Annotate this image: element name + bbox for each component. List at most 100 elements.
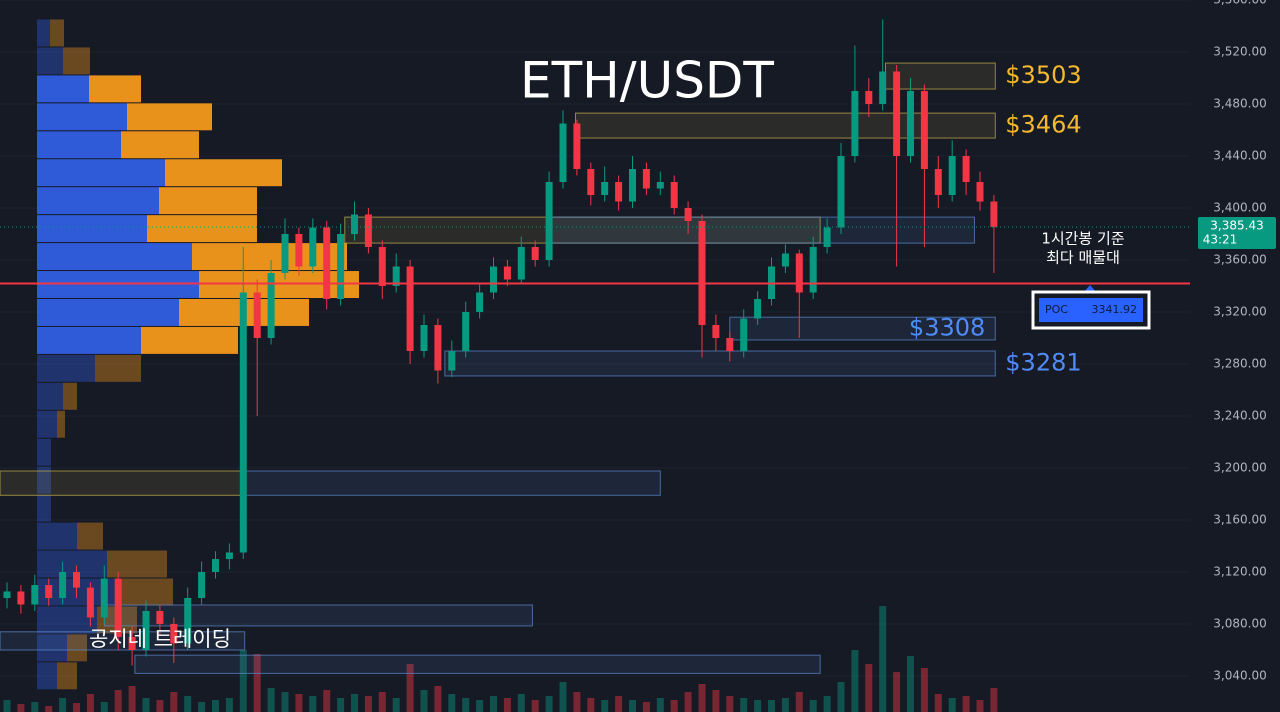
volume-bar xyxy=(31,702,39,712)
candle-body xyxy=(281,233,289,273)
profile-buy xyxy=(37,662,57,690)
volume-bar xyxy=(656,698,664,712)
profile-buy xyxy=(37,438,51,466)
volume-bar xyxy=(962,696,970,712)
candle-body xyxy=(990,201,998,227)
volume-bar xyxy=(545,696,553,712)
volume-bar xyxy=(990,688,998,712)
zone xyxy=(549,216,975,244)
y-tick-label: 3,280.00 xyxy=(1213,356,1266,370)
candle-body xyxy=(351,214,358,234)
volume-bar xyxy=(893,672,901,712)
zone xyxy=(103,604,533,627)
volume-bar xyxy=(267,688,275,712)
profile-buy xyxy=(37,550,107,578)
profile-buy xyxy=(37,522,77,550)
volume-bar xyxy=(795,692,803,712)
volume-bar xyxy=(392,698,400,712)
volume-bar xyxy=(45,706,53,712)
candle-body xyxy=(73,571,80,588)
poc-box xyxy=(1031,290,1151,330)
volume-bar xyxy=(59,698,67,712)
last-price-label: 3,385.43 xyxy=(1210,218,1263,232)
volume-bar xyxy=(295,694,303,712)
candle-body xyxy=(601,181,609,195)
y-tick-label: 3,400.00 xyxy=(1213,200,1266,214)
candle-body xyxy=(434,324,442,371)
volume-bar xyxy=(503,698,511,712)
zone xyxy=(344,216,821,244)
candle-body xyxy=(503,266,511,280)
volume-bar xyxy=(879,606,887,712)
volume-bar xyxy=(629,700,636,712)
candle-body xyxy=(392,266,400,286)
zone xyxy=(884,62,996,90)
candle-body xyxy=(642,168,650,189)
candle-body xyxy=(3,591,11,598)
candle-body xyxy=(587,168,595,195)
candle-body xyxy=(17,591,25,605)
profile-buy xyxy=(37,75,89,103)
profile-buy xyxy=(37,187,159,215)
candle-body xyxy=(781,253,789,267)
volume-bar xyxy=(281,692,289,712)
y-tick-label: 3,200.00 xyxy=(1213,460,1266,474)
profile-buy xyxy=(37,159,165,187)
profile-buy xyxy=(37,382,63,410)
candle-body xyxy=(59,571,67,598)
volume-bar xyxy=(573,692,581,712)
volume-bar xyxy=(754,700,762,712)
candle-body xyxy=(406,266,414,351)
volume-bar xyxy=(934,694,942,712)
candle-body xyxy=(837,155,845,228)
candle-body xyxy=(295,233,303,267)
volume-bar xyxy=(907,656,914,712)
candle-body xyxy=(934,168,942,195)
candle-body xyxy=(198,571,206,598)
volume-bar xyxy=(364,696,372,712)
y-tick-label: 3,040.00 xyxy=(1213,668,1266,682)
profile-buy xyxy=(37,634,67,662)
annotation: 최다 매물대 xyxy=(1046,249,1120,267)
zone xyxy=(134,654,821,674)
volume-bar xyxy=(309,696,317,712)
volume-bar xyxy=(726,696,734,712)
profile-sell xyxy=(117,578,173,606)
poc-value: 3341.92 xyxy=(1092,303,1138,316)
candle-body xyxy=(907,90,914,156)
candle-body xyxy=(517,246,525,280)
zone-label: $3503 xyxy=(1005,61,1081,89)
profile-sell xyxy=(147,215,257,243)
volume-bar xyxy=(670,700,678,712)
candle-body xyxy=(531,246,539,260)
candle-body xyxy=(684,207,692,221)
profile-buy xyxy=(37,47,63,75)
candle-body xyxy=(448,350,456,371)
volume-bar xyxy=(100,702,108,712)
last-price-tag xyxy=(1198,216,1276,249)
watermark: 공지네 트레이딩 xyxy=(89,627,231,651)
volume-bar xyxy=(712,690,720,712)
profile-buy xyxy=(37,215,147,243)
candle-body xyxy=(267,272,275,338)
volume-bar xyxy=(406,664,414,712)
profile-sell xyxy=(192,243,347,271)
volume-bar xyxy=(920,668,928,712)
volume-bar xyxy=(476,700,484,712)
profile-sell xyxy=(127,103,212,131)
candle-body xyxy=(823,227,831,247)
volume-bar xyxy=(865,664,873,712)
candle-body xyxy=(670,181,678,208)
profile-sell xyxy=(199,271,359,298)
candle-body xyxy=(573,123,581,169)
volume-bar xyxy=(86,694,94,712)
profile-sell xyxy=(57,662,77,690)
profile-sell xyxy=(67,634,87,662)
candle-body xyxy=(656,181,664,189)
annotation: 1시간봉 기준 xyxy=(1041,230,1125,248)
poc-name: POC xyxy=(1045,303,1068,316)
candle-body xyxy=(698,220,706,325)
volume-bar xyxy=(156,700,164,712)
volume-bar xyxy=(225,698,233,712)
